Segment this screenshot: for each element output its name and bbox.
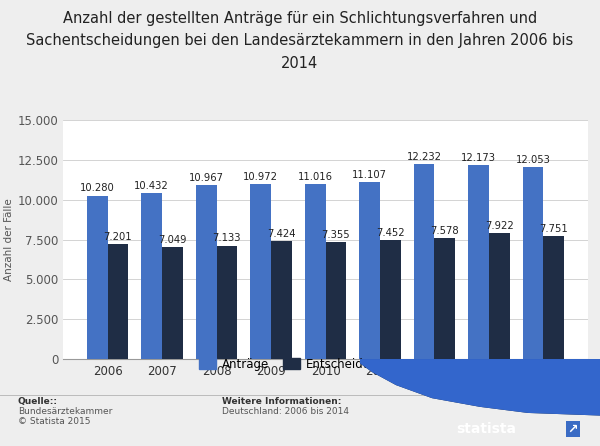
Bar	[468, 165, 489, 359]
Text: 12.173: 12.173	[461, 153, 496, 163]
Text: 12.053: 12.053	[515, 155, 551, 165]
Text: 10.972: 10.972	[243, 173, 278, 182]
Bar	[87, 195, 107, 359]
Bar	[544, 236, 564, 359]
Text: 10.280: 10.280	[80, 183, 115, 194]
Text: 11.107: 11.107	[352, 170, 387, 180]
Bar	[414, 165, 434, 359]
Text: statista: statista	[456, 422, 516, 436]
Text: Bundesärztekammer: Bundesärztekammer	[18, 407, 112, 416]
Bar	[325, 242, 346, 359]
Text: 7.355: 7.355	[322, 230, 350, 240]
Polygon shape	[360, 359, 600, 446]
Text: 12.232: 12.232	[407, 153, 442, 162]
Text: 7.751: 7.751	[539, 223, 568, 234]
Text: 7.452: 7.452	[376, 228, 404, 239]
Bar	[250, 185, 271, 359]
Text: Weitere Informationen:: Weitere Informationen:	[222, 397, 341, 406]
Text: © Statista 2015: © Statista 2015	[18, 417, 91, 425]
Bar	[489, 233, 509, 359]
Text: ↗: ↗	[568, 422, 578, 436]
Bar	[434, 239, 455, 359]
Bar	[359, 182, 380, 359]
Bar	[142, 193, 162, 359]
Text: Quelle::: Quelle::	[18, 397, 58, 406]
Bar	[162, 247, 183, 359]
Text: 10.432: 10.432	[134, 181, 169, 191]
Text: Deutschland: 2006 bis 2014: Deutschland: 2006 bis 2014	[222, 407, 349, 416]
Text: 11.016: 11.016	[298, 172, 332, 182]
Text: 7.133: 7.133	[212, 234, 241, 244]
Text: 10.967: 10.967	[188, 173, 224, 182]
Text: 7.201: 7.201	[104, 232, 132, 243]
Polygon shape	[360, 359, 600, 416]
Text: Anzahl der gestellten Anträge für ein Schlichtungsverfahren und
Sachentscheidung: Anzahl der gestellten Anträge für ein Sc…	[26, 11, 574, 70]
Bar	[380, 240, 401, 359]
Bar	[196, 185, 217, 359]
Bar	[107, 244, 128, 359]
Text: 7.424: 7.424	[267, 229, 296, 239]
Bar	[305, 184, 325, 359]
Bar	[523, 167, 544, 359]
Y-axis label: Anzahl der Fälle: Anzahl der Fälle	[4, 198, 14, 281]
Bar	[217, 246, 237, 359]
Text: 7.922: 7.922	[485, 221, 514, 231]
Text: 7.049: 7.049	[158, 235, 187, 245]
Legend: Anträge, Entscheidungen: Anträge, Entscheidungen	[194, 353, 406, 376]
Bar	[271, 241, 292, 359]
Text: 7.578: 7.578	[431, 227, 459, 236]
